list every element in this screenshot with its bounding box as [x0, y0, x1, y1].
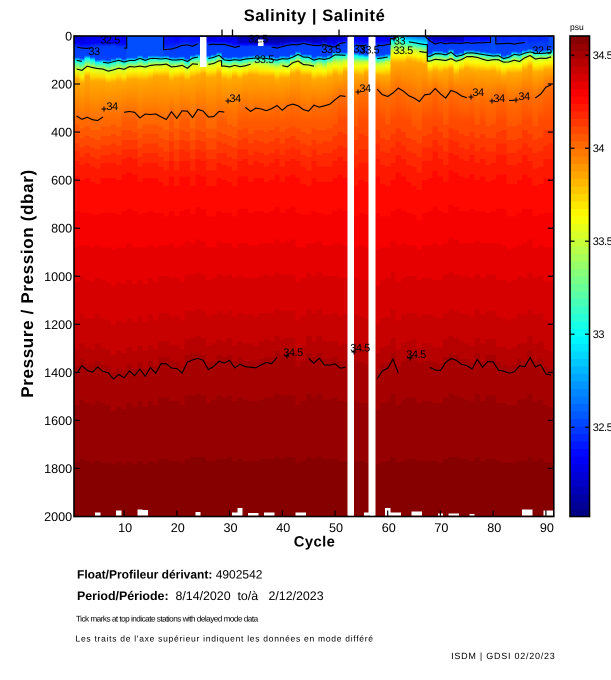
svg-text:400: 400 [51, 126, 72, 140]
svg-text:90: 90 [540, 521, 554, 535]
svg-text:40: 40 [276, 521, 290, 535]
svg-text:0: 0 [65, 30, 72, 44]
svg-text:80: 80 [487, 521, 501, 535]
svg-text:Float/Profileur dérivant: 4902: Float/Profileur dérivant: 4902542 [77, 568, 263, 582]
svg-text:psu: psu [570, 22, 584, 32]
svg-text:34.5: 34.5 [283, 347, 303, 359]
svg-text:1200: 1200 [44, 318, 72, 332]
svg-text:33.5: 33.5 [254, 54, 274, 66]
svg-text:1000: 1000 [44, 270, 72, 284]
svg-text:Pressure / Pression (dbar): Pressure / Pression (dbar) [18, 169, 37, 398]
svg-text:1800: 1800 [44, 462, 72, 476]
svg-text:30: 30 [223, 521, 237, 535]
svg-text:33.5: 33.5 [393, 45, 413, 57]
svg-text:Salinity | Salinité: Salinity | Salinité [244, 7, 386, 25]
svg-text:34: 34 [229, 93, 241, 105]
svg-text:34: 34 [106, 101, 118, 113]
svg-text:34: 34 [518, 91, 530, 103]
svg-text:Les traits de l'axe supérieur: Les traits de l'axe supérieur indiquent … [76, 634, 374, 644]
svg-text:32.5: 32.5 [100, 34, 120, 46]
svg-text:Cycle: Cycle [294, 534, 336, 550]
svg-text:34.5: 34.5 [406, 349, 426, 361]
svg-text:10: 10 [118, 521, 132, 535]
svg-text:33: 33 [593, 329, 605, 341]
svg-text:800: 800 [51, 222, 72, 236]
svg-text:32.5: 32.5 [532, 45, 552, 57]
svg-text:34: 34 [493, 93, 505, 105]
svg-text:50: 50 [329, 521, 343, 535]
svg-text:Period/Période: 8/14/2020 to: Period/Période: 8/14/2020 to/à 2/12/2023 [77, 589, 324, 603]
svg-text:33.5: 33.5 [360, 44, 380, 56]
svg-text:Tick marks at top indicate sta: Tick marks at top indicate stations with… [76, 615, 259, 624]
svg-text:34.5: 34.5 [350, 342, 370, 354]
svg-text:32.5: 32.5 [248, 33, 268, 45]
svg-text:60: 60 [382, 521, 396, 535]
svg-text:33: 33 [88, 46, 100, 58]
svg-text:34: 34 [593, 143, 605, 155]
svg-text:33.5: 33.5 [321, 44, 341, 56]
svg-text:600: 600 [51, 174, 72, 188]
svg-text:33: 33 [353, 43, 365, 55]
svg-text:32.5: 32.5 [593, 422, 611, 434]
svg-text:2000: 2000 [44, 510, 72, 524]
svg-text:34: 34 [359, 83, 371, 95]
svg-text:33: 33 [394, 35, 406, 47]
svg-text:34.5: 34.5 [593, 50, 611, 62]
svg-text:1400: 1400 [44, 366, 72, 380]
svg-text:34: 34 [472, 87, 484, 99]
svg-text:200: 200 [51, 78, 72, 92]
svg-text:ISDM | GDSI 02/20/23: ISDM | GDSI 02/20/23 [451, 651, 555, 661]
svg-text:20: 20 [171, 521, 185, 535]
svg-text:70: 70 [434, 521, 448, 535]
svg-text:33.5: 33.5 [593, 236, 611, 248]
svg-text:1600: 1600 [44, 414, 72, 428]
